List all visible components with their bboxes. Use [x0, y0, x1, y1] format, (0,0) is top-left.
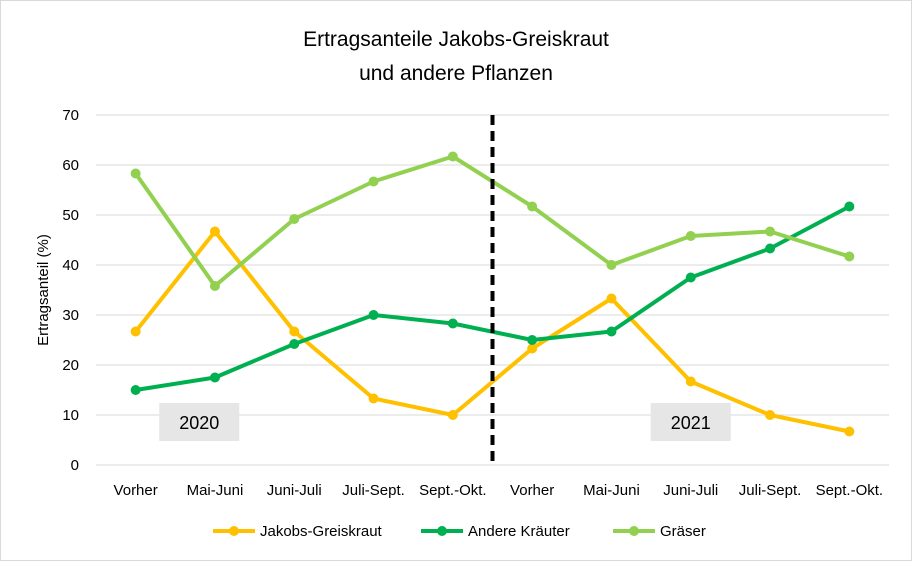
x-tick-label: Sept.-Okt. [419, 482, 487, 499]
data-point [130, 385, 141, 395]
x-tick-label: Mai-Juni [187, 482, 244, 499]
data-point [527, 201, 538, 212]
data-point [130, 326, 141, 337]
y-axis-label: Ertragsanteil (%) [35, 234, 52, 346]
y-tick-label: 70 [62, 107, 79, 124]
data-point [368, 176, 379, 187]
legend-marker [629, 526, 639, 536]
data-point [527, 335, 538, 345]
year-label: 2020 [179, 413, 219, 433]
data-point [447, 318, 458, 329]
data-point [447, 410, 458, 420]
legend-item: Andere Kräuter [421, 523, 570, 540]
data-point [209, 226, 220, 237]
data-point [606, 260, 617, 270]
y-axis-ticks: 0 10 20 30 40 50 60 70 [62, 107, 79, 474]
x-tick-label: Sept.-Okt. [816, 482, 884, 499]
data-point [844, 426, 855, 437]
x-axis-ticks: Vorher Mai-Juni Juni-Juli Juli-Sept. Sept.-O… [114, 482, 884, 499]
data-point [130, 168, 141, 179]
data-point [527, 343, 538, 354]
y-tick-label: 40 [62, 257, 79, 274]
year-box [650, 403, 731, 441]
data-point [289, 339, 300, 349]
data-point [765, 243, 776, 254]
data-point [368, 310, 379, 320]
y-tick-label: 10 [62, 407, 79, 424]
x-tick-label: Juli-Sept. [342, 482, 405, 499]
data-point [765, 410, 776, 420]
data-point [685, 376, 696, 387]
y-tick-label: 50 [62, 207, 79, 224]
data-point [765, 226, 776, 237]
year-annotation: 2020 [159, 403, 240, 441]
chart-title-line1: Ertragsanteile Jakobs-Greiskraut [303, 28, 609, 51]
data-point [209, 372, 220, 383]
legend: Jakobs-Greiskraut Andere Kräuter Gräser [213, 523, 706, 540]
legend-item: Jakobs-Greiskraut [213, 523, 383, 540]
x-tick-label: Vorher [114, 482, 158, 499]
data-point [447, 151, 458, 162]
y-tick-label: 20 [62, 357, 79, 374]
year-box [159, 403, 240, 441]
legend-label: Jakobs-Greiskraut [260, 523, 383, 540]
x-tick-label: Juli-Sept. [739, 482, 802, 499]
data-point [606, 293, 617, 304]
data-point [685, 231, 696, 241]
data-point [368, 393, 379, 404]
legend-label: Gräser [660, 523, 706, 540]
series-line [134, 229, 850, 434]
series-0 [130, 226, 855, 437]
data-point [685, 272, 696, 283]
legend-marker [229, 526, 239, 536]
data-point [844, 201, 855, 212]
data-point [289, 326, 300, 337]
year-annotation: 2021 [650, 403, 731, 441]
y-tick-label: 0 [71, 457, 79, 474]
data-point [209, 281, 220, 291]
x-tick-label: Vorher [510, 482, 554, 499]
legend-label: Andere Kräuter [468, 523, 570, 540]
legend-item: Gräser [613, 523, 706, 540]
x-tick-label: Juni-Juli [663, 482, 718, 499]
year-label: 2021 [671, 413, 711, 433]
x-tick-label: Mai-Juni [583, 482, 640, 499]
data-point [606, 326, 617, 337]
year-annotations: 2020 2021 [159, 403, 731, 441]
y-tick-label: 30 [62, 307, 79, 324]
legend-marker [437, 526, 447, 536]
data-point [289, 214, 300, 224]
x-tick-label: Juni-Juli [267, 482, 322, 499]
chart-title-line2: und andere Pflanzen [359, 62, 553, 85]
y-tick-label: 60 [62, 157, 79, 174]
data-point [844, 251, 855, 262]
